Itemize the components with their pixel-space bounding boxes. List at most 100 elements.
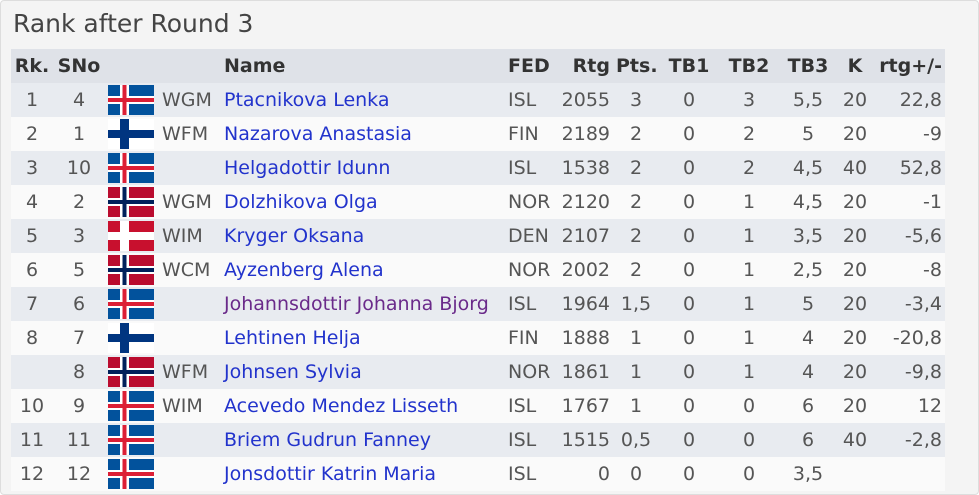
k-factor: 20 [837, 83, 873, 117]
tb2: 1 [719, 355, 779, 389]
points: 0 [613, 457, 659, 491]
name-cell: Acevedo Mendez Lisseth [221, 389, 505, 423]
player-title: WGM [159, 83, 221, 117]
header-cell: Rk. [11, 49, 53, 83]
tb1: 0 [659, 423, 719, 457]
header-cell: rtg+/- [873, 49, 945, 83]
tb1: 0 [659, 287, 719, 321]
flag-cell [105, 253, 159, 287]
federation: ISL [505, 423, 557, 457]
start-number: 12 [53, 457, 105, 491]
tb1: 0 [659, 185, 719, 219]
k-factor: 20 [837, 219, 873, 253]
rank: 1 [11, 83, 53, 117]
flag-cell [105, 321, 159, 355]
tb2: 2 [719, 117, 779, 151]
name-cell: Ptacnikova Lenka [221, 83, 505, 117]
header-cell: TB3 [779, 49, 837, 83]
flag-cell [105, 151, 159, 185]
player-title [159, 423, 221, 457]
flag-cell [105, 219, 159, 253]
k-factor: 20 [837, 253, 873, 287]
points: 2 [613, 117, 659, 151]
federation: FIN [505, 117, 557, 151]
header-cell: Rtg [557, 49, 613, 83]
tb3: 3,5 [779, 219, 837, 253]
tb2: 1 [719, 253, 779, 287]
start-number: 9 [53, 389, 105, 423]
table-body: 1 4 WGM Ptacnikova Lenka ISL 2055 3 0 3 5,5 20 22,8… [11, 83, 945, 491]
player-link[interactable]: Kryger Oksana [224, 225, 365, 247]
player-link[interactable]: Lehtinen Helja [224, 327, 361, 349]
tb2: 0 [719, 389, 779, 423]
tb2: 3 [719, 83, 779, 117]
points: 2 [613, 253, 659, 287]
rank [11, 355, 53, 389]
tb3: 4,5 [779, 151, 837, 185]
player-title [159, 457, 221, 491]
rank: 11 [11, 423, 53, 457]
flag [108, 221, 154, 251]
player-link[interactable]: Dolzhikova Olga [224, 191, 378, 213]
rating: 2055 [557, 83, 613, 117]
k-factor: 20 [837, 389, 873, 423]
player-title: WIM [159, 389, 221, 423]
tb2: 1 [719, 287, 779, 321]
table-row: 10 9 WIM Acevedo Mendez Lisseth ISL 1767 1 0 0 6 2… [11, 389, 945, 423]
rating-change: -3,4 [873, 287, 945, 321]
flag [108, 459, 154, 489]
rating: 2120 [557, 185, 613, 219]
flag-cell [105, 457, 159, 491]
start-number: 6 [53, 287, 105, 321]
tb2: 2 [719, 151, 779, 185]
name-cell: Jonsdottir Katrin Maria [221, 457, 505, 491]
k-factor: 20 [837, 117, 873, 151]
player-link[interactable]: Briem Gudrun Fanney [224, 429, 431, 451]
k-factor: 20 [837, 355, 873, 389]
rating-change: -20,8 [873, 321, 945, 355]
tb1: 0 [659, 321, 719, 355]
player-link[interactable]: Acevedo Mendez Lisseth [224, 395, 459, 417]
rating: 1515 [557, 423, 613, 457]
table-row: 12 12 Jonsdottir Katrin Maria ISL 0 0 0 0 3,5 [11, 457, 945, 491]
table-row: 7 6 Johannsdottir Johanna Bjorg ISL 1964 1,5 0… [11, 287, 945, 321]
points: 1,5 [613, 287, 659, 321]
header-cell [159, 49, 221, 83]
player-link[interactable]: Nazarova Anastasia [224, 123, 412, 145]
tb3: 2,5 [779, 253, 837, 287]
tb1: 0 [659, 457, 719, 491]
flag-cell [105, 185, 159, 219]
table-row: 3 10 Helgadottir Idunn ISL 1538 2 0 2 4,5 40 52,8 [11, 151, 945, 185]
flag-cell [105, 83, 159, 117]
federation: ISL [505, 389, 557, 423]
player-link[interactable]: Johannsdottir Johanna Bjorg [224, 293, 489, 315]
tb1: 0 [659, 253, 719, 287]
rating-change: -8 [873, 253, 945, 287]
player-title: WFM [159, 117, 221, 151]
player-link[interactable]: Jonsdottir Katrin Maria [224, 463, 437, 485]
page-title: Rank after Round 3 [13, 9, 254, 38]
start-number: 3 [53, 219, 105, 253]
player-link[interactable]: Helgadottir Idunn [224, 157, 391, 179]
name-cell: Johannsdottir Johanna Bjorg [221, 287, 505, 321]
tb1: 0 [659, 117, 719, 151]
player-link[interactable]: Johnsen Sylvia [224, 361, 362, 383]
flag-cell [105, 389, 159, 423]
tb1: 0 [659, 151, 719, 185]
rank: 6 [11, 253, 53, 287]
player-link[interactable]: Ayzenberg Alena [224, 259, 384, 281]
rating-change: 22,8 [873, 83, 945, 117]
flag [108, 153, 154, 183]
rating-change: 52,8 [873, 151, 945, 185]
flag [108, 119, 154, 149]
player-title: WFM [159, 355, 221, 389]
player-link[interactable]: Ptacnikova Lenka [224, 89, 390, 111]
tb3: 5,5 [779, 83, 837, 117]
tb3: 6 [779, 389, 837, 423]
tb2: 1 [719, 219, 779, 253]
k-factor: 20 [837, 185, 873, 219]
table-row: 5 3 WIM Kryger Oksana DEN 2107 2 0 1 3,5 20 -5,6 [11, 219, 945, 253]
rank: 2 [11, 117, 53, 151]
header-cell: SNo [53, 49, 105, 83]
